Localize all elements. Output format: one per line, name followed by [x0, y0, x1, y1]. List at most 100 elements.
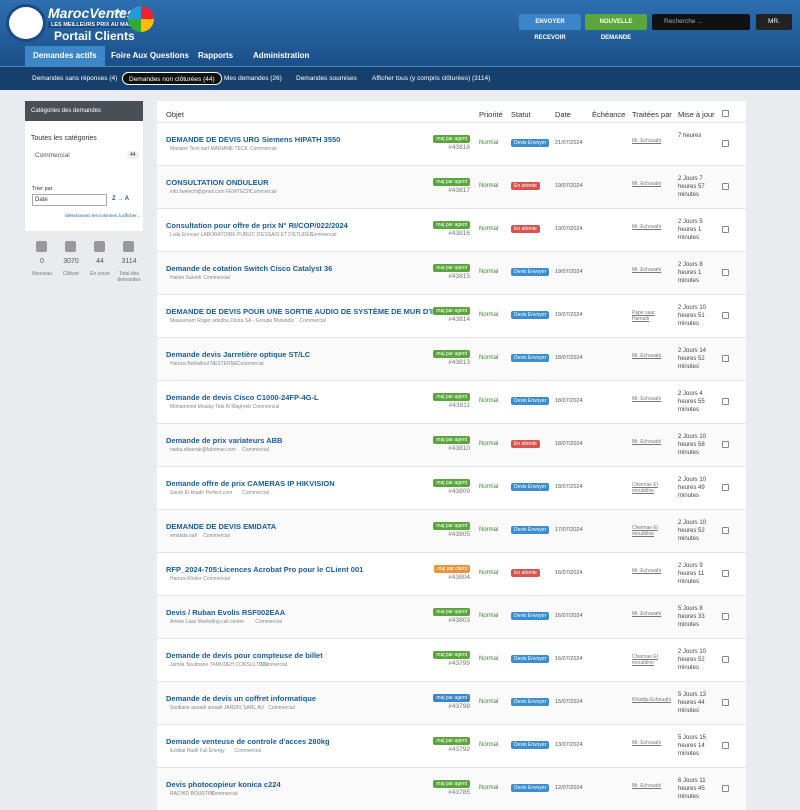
row-checkbox[interactable]: [722, 742, 729, 749]
ticket-client: Ezdbal Hadil Full Energy: [170, 748, 225, 754]
ticket-row: [157, 251, 746, 294]
updated: 2 Jours 14 heures 52 minutes: [678, 348, 707, 370]
date: 18/07/2024: [555, 355, 583, 361]
ticket-subject[interactable]: Demande de prix variateurs ABB: [166, 436, 283, 445]
columns-link[interactable]: Sélectionnez les colonnes à afficher...: [65, 213, 141, 218]
date: 18/07/2024: [555, 398, 583, 404]
column-header[interactable]: Statut: [511, 110, 531, 119]
status-badge: En attente: [511, 569, 540, 577]
row-checkbox[interactable]: [722, 140, 729, 147]
ticket-subject[interactable]: Demande de devis pour compteuse de bille…: [166, 651, 323, 660]
ticket-dept: Commercial: [203, 275, 230, 281]
nav-tab[interactable]: Foire Aux Questions: [111, 51, 189, 60]
ticket-dept: Commercial: [203, 576, 230, 582]
row-checkbox[interactable]: [722, 183, 729, 190]
row-checkbox[interactable]: [722, 570, 729, 577]
row-checkbox[interactable]: [722, 656, 729, 663]
search-input[interactable]: Recherche ...: [652, 14, 750, 30]
select-all[interactable]: [722, 110, 729, 117]
ticket-row: [157, 724, 746, 767]
priority: Normal: [479, 226, 499, 232]
user-menu[interactable]: MR.: [756, 14, 792, 30]
status-badge: Devis Envoyer: [511, 741, 550, 749]
ticket-row: [157, 337, 746, 380]
row-checkbox[interactable]: [722, 226, 729, 233]
column-header[interactable]: Mise à jour: [678, 110, 715, 119]
ticket-subject[interactable]: Consultation pour offre de prix N° RI/CO…: [166, 221, 348, 230]
ticket-id: #43811: [448, 402, 470, 409]
ticket-row: [157, 380, 746, 423]
row-checkbox[interactable]: [722, 269, 729, 276]
ticket-subject[interactable]: Demande venteuse de controle d'acces 280…: [166, 737, 330, 746]
row-checkbox[interactable]: [722, 398, 729, 405]
ticket-subject[interactable]: DEMANDE DE DEVIS EMIDATA: [166, 522, 277, 531]
ticket-subject[interactable]: CONSULTATION ONDULEUR: [166, 178, 269, 187]
ticket-subject[interactable]: Devis photocopieur konica c224: [166, 780, 281, 789]
ticket-subject[interactable]: Demande de devis Cisco C1000-24FP-4G-L: [166, 393, 319, 402]
ticket-row: [157, 423, 746, 466]
column-header[interactable]: Objet: [166, 110, 184, 119]
ticket-subject[interactable]: RFP_2024-705:Licences Acrobat Pro pour l…: [166, 565, 364, 574]
header: MarocVentes SARL LES MEILLEURS PRIX AU M…: [0, 0, 800, 66]
nav-tab[interactable]: Administration: [253, 51, 310, 60]
ticket-id: #43804: [448, 574, 470, 581]
ticket-subject[interactable]: Demande offre de prix CAMERAS IP HIKVISI…: [166, 479, 335, 488]
ticket-subject[interactable]: DEMANDE DE DEVIS URG Siemens HIPATH 3550: [166, 135, 341, 144]
ticket-subject[interactable]: DEMANDE DE DEVIS POUR UNE SORTIE AUDIO D…: [166, 307, 469, 316]
subnav-link[interactable]: Demandes sans réponses (4): [32, 75, 118, 82]
stat-label: En cours: [90, 271, 110, 277]
agent: Pape saar Hamadi: [632, 310, 655, 322]
new-button[interactable]: NOUVELLE DEMANDE: [585, 14, 647, 41]
stat-value: 3070: [63, 258, 79, 265]
row-checkbox[interactable]: [722, 613, 729, 620]
nav-tab[interactable]: Rapports: [198, 51, 234, 60]
update-tag: maj par agent: [433, 651, 470, 659]
sort-select[interactable]: Date: [32, 194, 107, 206]
priority: Normal: [479, 140, 499, 146]
updated: 2 Jours 9 heures 11 minutes: [678, 563, 705, 585]
subnav-link[interactable]: Afficher tous (y compris clôturées) (311…: [372, 75, 491, 82]
ticket-dept: Commercial: [242, 447, 269, 453]
column-header[interactable]: Priorité: [479, 110, 503, 119]
ticket-client: Jamila Soulmane TAMUDEH CONSULTING: [170, 662, 268, 668]
ticket-subject[interactable]: Devis / Ruban Evolis RSF002EAA: [166, 608, 286, 617]
status-badge: Devis Envoyer: [511, 397, 550, 405]
row-checkbox[interactable]: [722, 527, 729, 534]
ticket-dept: Commercial: [242, 490, 269, 496]
row-checkbox[interactable]: [722, 785, 729, 792]
status-badge: Devis Envoyer: [511, 268, 550, 276]
date: 13/07/2024: [555, 742, 583, 748]
ticket-dept: Commercial: [250, 189, 277, 195]
ticket-row: [157, 165, 746, 208]
subnav-link[interactable]: Demandes soumises: [296, 75, 357, 82]
sort-order[interactable]: Z → A: [112, 196, 130, 202]
nav-tab[interactable]: Demandes actifs: [25, 46, 105, 66]
update-tag: maj par agent: [433, 221, 470, 229]
subnav-link[interactable]: Demandes non clôturées (44): [122, 72, 222, 85]
row-checkbox[interactable]: [722, 441, 729, 448]
row-checkbox[interactable]: [722, 355, 729, 362]
stat-value: 44: [96, 258, 104, 265]
column-header[interactable]: Échéance: [592, 110, 626, 119]
subnav-link[interactable]: Mes demandes (26): [224, 75, 282, 82]
ticket-id: #43818: [448, 144, 470, 151]
column-header[interactable]: Traitées par: [632, 110, 672, 119]
date: 16/07/2024: [555, 613, 583, 619]
all-categories[interactable]: Toutes les catégories: [31, 135, 97, 142]
priority: Normal: [479, 355, 499, 361]
ticket-subject[interactable]: Demande de cotation Switch Cisco Catalys…: [166, 264, 333, 273]
row-checkbox[interactable]: [722, 699, 729, 706]
ticket-subject[interactable]: Demande devis Jarretière optique ST/LC: [166, 350, 311, 359]
send-button[interactable]: ENVOYER RECEVOIR: [519, 14, 581, 41]
row-checkbox[interactable]: [722, 484, 729, 491]
stat-icon: [123, 241, 134, 252]
sidebar: Catégories des demandes Toutes les catég…: [25, 101, 143, 231]
agent: Mr. Echouahi: [632, 568, 662, 574]
category[interactable]: Commercial: [35, 152, 70, 159]
ticket-row: [157, 294, 746, 337]
row-checkbox[interactable]: [722, 312, 729, 319]
ticket-subject[interactable]: Demande de devis un coffret informatique: [166, 694, 317, 703]
sort-label: Trier par: [32, 186, 53, 192]
column-header[interactable]: Date: [555, 110, 571, 119]
updated: 2 Jours 10 heures 52 minutes: [678, 520, 707, 542]
